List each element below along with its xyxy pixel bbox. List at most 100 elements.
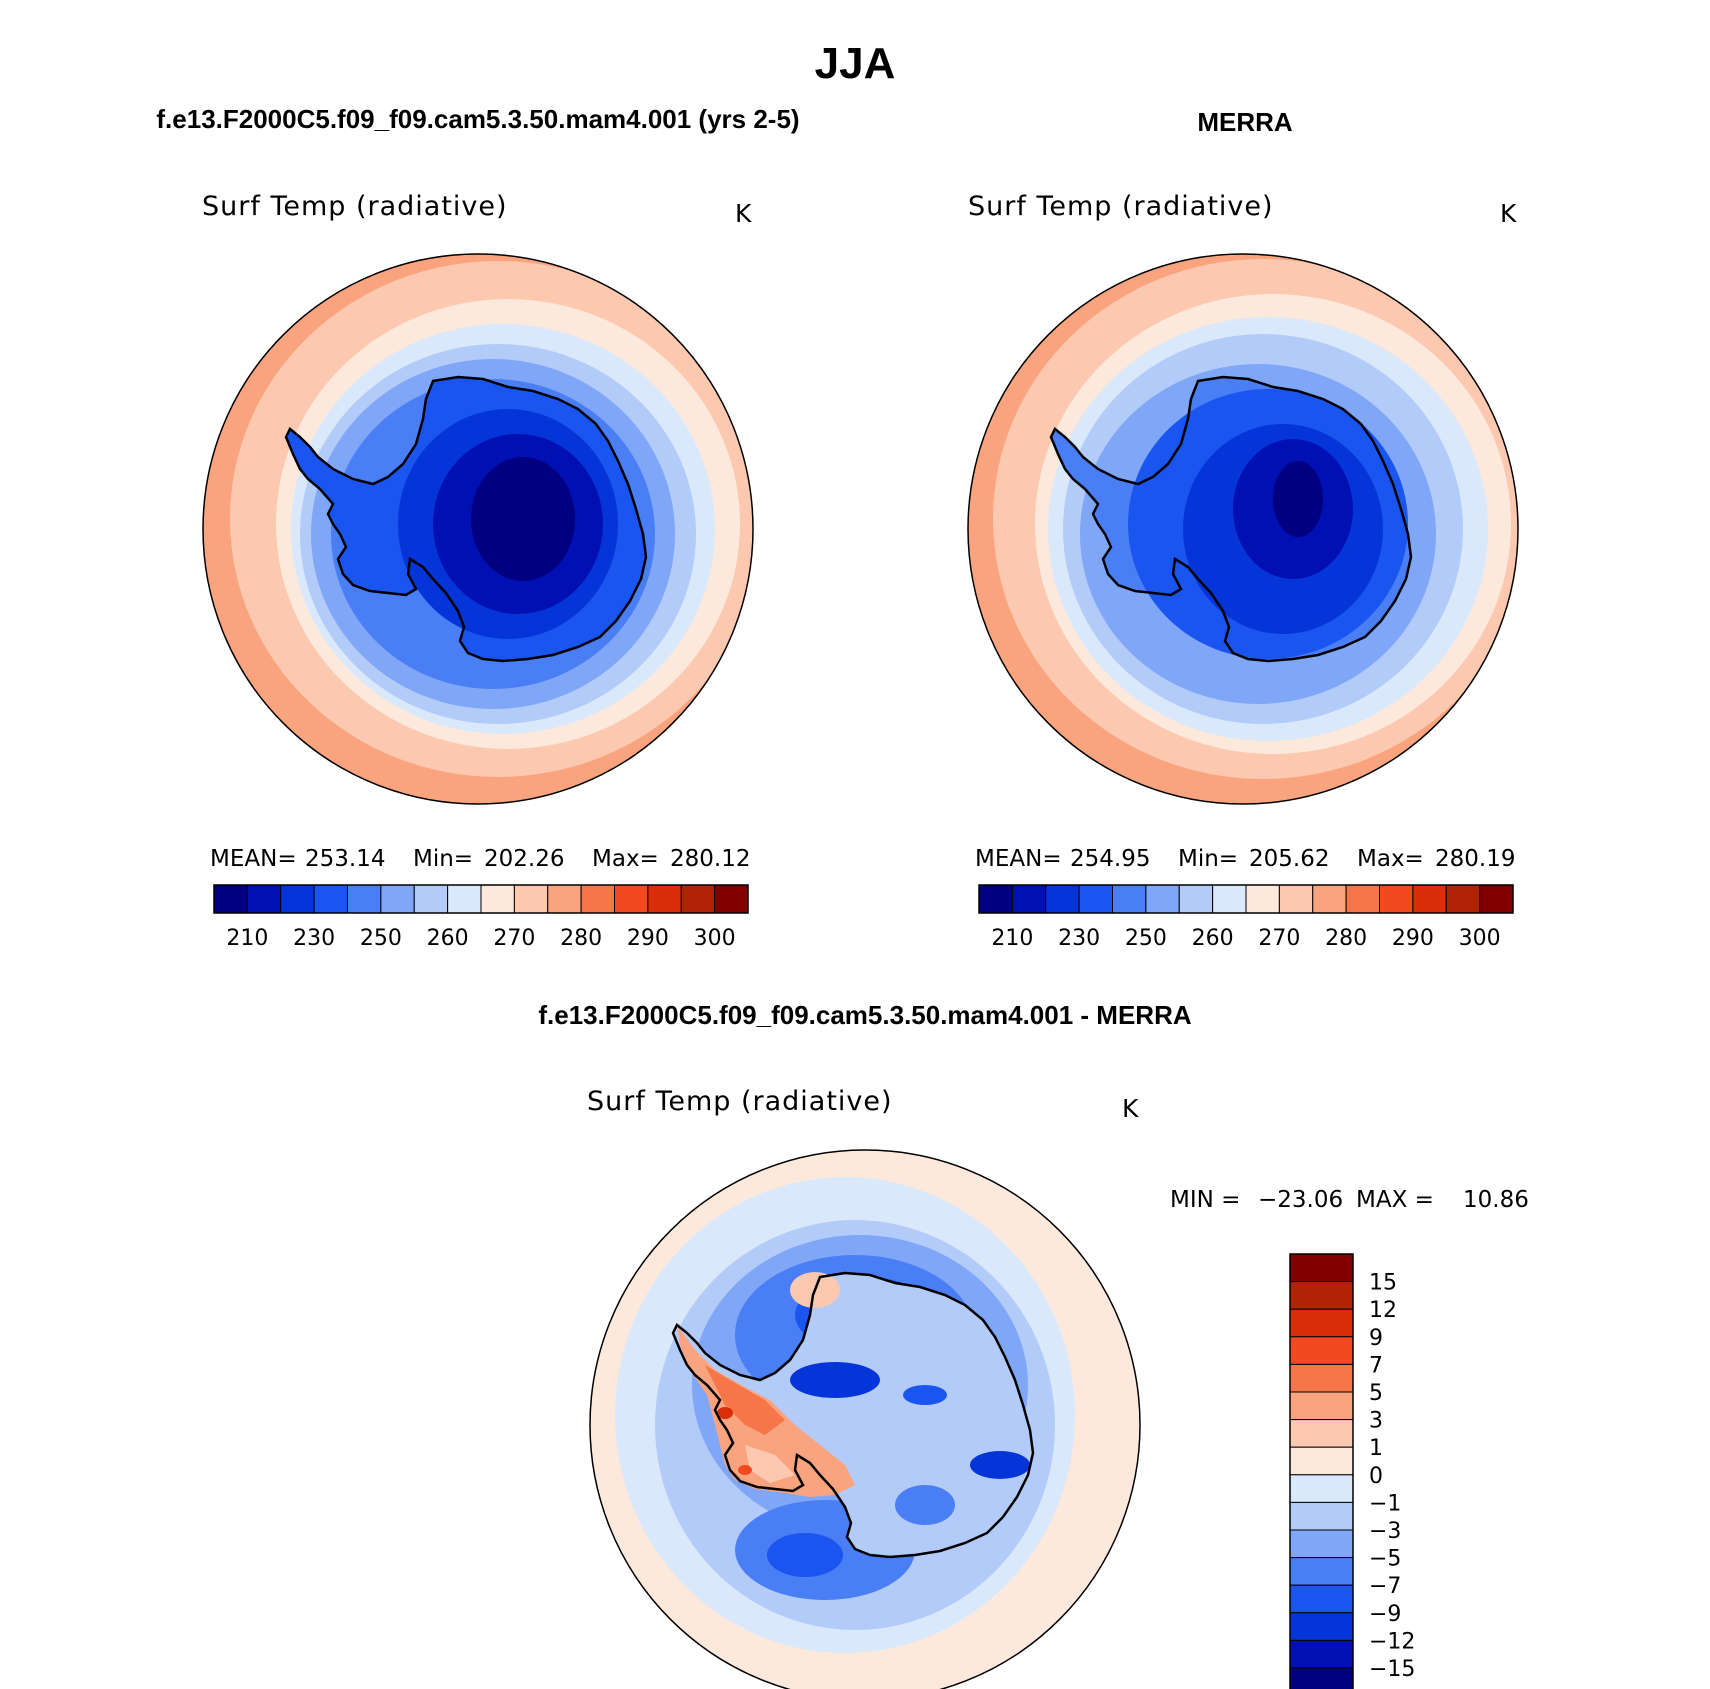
- panel-diff-map: [589, 1149, 1141, 1689]
- colorbar-tick-label: −15: [1369, 1657, 1415, 1682]
- colorbar-swatch: [1445, 884, 1481, 914]
- panel-obs-stats: MEAN= 254.95 Min= 205.62 Max= 280.19: [975, 846, 1515, 872]
- panel-obs-colorbar: 210 230 250 260 270 280 290 300: [978, 884, 1514, 951]
- colorbar-tick-label: 0: [1369, 1464, 1383, 1489]
- colorbar-tick-label: 5: [1369, 1381, 1383, 1406]
- panel-obs-max-label: Max=: [1357, 846, 1424, 872]
- colorbar-swatch: [1212, 884, 1247, 914]
- season-title: JJA: [815, 39, 896, 88]
- panel-model-units-label: K: [735, 199, 752, 228]
- colorbar-swatch: [680, 884, 716, 914]
- colorbar-swatch: [1178, 884, 1214, 914]
- colorbar-swatch: [1078, 884, 1113, 914]
- colorbar-tick-label: 260: [427, 926, 469, 951]
- colorbar-tick-label: 1: [1369, 1436, 1383, 1461]
- colorbar-swatch: [647, 884, 682, 914]
- colorbar-swatch: [614, 884, 649, 914]
- colorbar-swatch: [513, 884, 549, 914]
- panel-diff-max-value: 10.86: [1463, 1187, 1529, 1213]
- colorbar-tick-label: −12: [1369, 1629, 1415, 1654]
- colorbar-tick-label: 3: [1369, 1409, 1383, 1434]
- panel-model: f.e13.F2000C5.f09_f09.cam5.3.50.mam4.001…: [156, 104, 799, 951]
- panel-model-map: [202, 253, 754, 805]
- colorbar-tick-label: 15: [1369, 1271, 1397, 1296]
- colorbar-swatch: [1289, 1584, 1354, 1614]
- colorbar-swatch: [1289, 1281, 1354, 1310]
- panel-model-min-label: Min=: [413, 846, 473, 872]
- colorbar-swatch: [413, 884, 449, 914]
- panel-obs-variable-label: Surf Temp (radiative): [968, 191, 1274, 222]
- colorbar-tick-label: 230: [1058, 926, 1100, 951]
- panel-diff-stats: MIN = −23.06 MAX = 10.86: [1170, 1187, 1529, 1213]
- colorbar-swatch: [313, 884, 348, 914]
- colorbar-swatch: [1289, 1667, 1354, 1689]
- colorbar-tick-label: 300: [694, 926, 736, 951]
- colorbar-swatch: [1289, 1474, 1354, 1503]
- panel-model-min-value: 202.26: [484, 846, 564, 872]
- panel-model-mean-label: MEAN=: [210, 846, 297, 872]
- colorbar-swatch: [280, 884, 315, 914]
- colorbar-tick-label: 270: [1258, 926, 1300, 951]
- colorbar-tick-label: 9: [1369, 1326, 1383, 1351]
- panel-obs-min-value: 205.62: [1249, 846, 1329, 872]
- panel-obs-header: MERRA: [1197, 107, 1293, 137]
- colorbar-tick-label: 270: [493, 926, 535, 951]
- panel-obs-min-label: Min=: [1178, 846, 1238, 872]
- colorbar-swatch: [714, 884, 749, 914]
- colorbar-swatch: [1289, 1501, 1354, 1531]
- colorbar-tick-label: 260: [1192, 926, 1234, 951]
- panel-obs-mean-value: 254.95: [1070, 846, 1150, 872]
- colorbar-tick-label: 210: [226, 926, 268, 951]
- colorbar-swatch: [1312, 884, 1347, 914]
- colorbar-swatch: [1112, 884, 1147, 914]
- colorbar-swatch: [978, 884, 1013, 914]
- colorbar-tick-label: 290: [627, 926, 669, 951]
- colorbar-swatch: [547, 884, 582, 914]
- colorbar-tick-label: 230: [293, 926, 335, 951]
- colorbar-swatch: [1289, 1308, 1354, 1338]
- colorbar-swatch: [1145, 884, 1180, 914]
- panel-obs: MERRA Surf Temp (radiative) K MEAN=: [967, 107, 1519, 951]
- colorbar-swatch: [580, 884, 615, 914]
- colorbar-tick-label: 250: [1125, 926, 1167, 951]
- panel-model-stats: MEAN= 253.14 Min= 202.26 Max= 280.12: [210, 846, 750, 872]
- panel-obs-mean-label: MEAN=: [975, 846, 1062, 872]
- colorbar-swatch: [1245, 884, 1280, 914]
- colorbar-tick-label: 250: [360, 926, 402, 951]
- colorbar-tick-label: 290: [1392, 926, 1434, 951]
- colorbar-swatch: [1412, 884, 1447, 914]
- colorbar-swatch: [1289, 1446, 1354, 1476]
- colorbar-tick-label: 300: [1459, 926, 1501, 951]
- colorbar-tick-label: 280: [1325, 926, 1367, 951]
- colorbar-swatch: [1011, 884, 1047, 914]
- colorbar-swatch: [1289, 1557, 1354, 1586]
- colorbar-swatch: [1289, 1363, 1354, 1393]
- colorbar-swatch: [1289, 1419, 1354, 1448]
- panel-diff-variable-label: Surf Temp (radiative): [587, 1086, 893, 1117]
- colorbar-swatch: [213, 884, 248, 914]
- panel-model-max-label: Max=: [592, 846, 659, 872]
- panel-model-max-value: 280.12: [670, 846, 750, 872]
- panel-diff-max-label: MAX =: [1356, 1187, 1434, 1213]
- panel-diff-units-label: K: [1122, 1094, 1139, 1123]
- colorbar-tick-label: −9: [1369, 1602, 1401, 1627]
- colorbar-tick-label: −1: [1369, 1491, 1401, 1516]
- panel-obs-units-label: K: [1500, 199, 1517, 228]
- colorbar-tick-label: −7: [1369, 1574, 1401, 1599]
- colorbar-swatch: [1289, 1529, 1354, 1559]
- colorbar-tick-label: 280: [560, 926, 602, 951]
- colorbar-swatch: [1289, 1253, 1354, 1283]
- colorbar-swatch: [1289, 1639, 1354, 1669]
- panel-diff-header: f.e13.F2000C5.f09_f09.cam5.3.50.mam4.001…: [538, 1000, 1191, 1030]
- colorbar-swatch: [1045, 884, 1080, 914]
- panel-model-colorbar: 210 230 250 260 270 280 290 300: [213, 884, 749, 951]
- panel-obs-map: [967, 253, 1519, 805]
- colorbar-swatch: [380, 884, 415, 914]
- panel-diff-min-label: MIN =: [1170, 1187, 1240, 1213]
- colorbar-tick-label: −5: [1369, 1547, 1401, 1572]
- colorbar-swatch: [347, 884, 382, 914]
- colorbar-swatch: [1289, 1612, 1354, 1641]
- panel-model-mean-value: 253.14: [305, 846, 385, 872]
- colorbar-swatch: [246, 884, 282, 914]
